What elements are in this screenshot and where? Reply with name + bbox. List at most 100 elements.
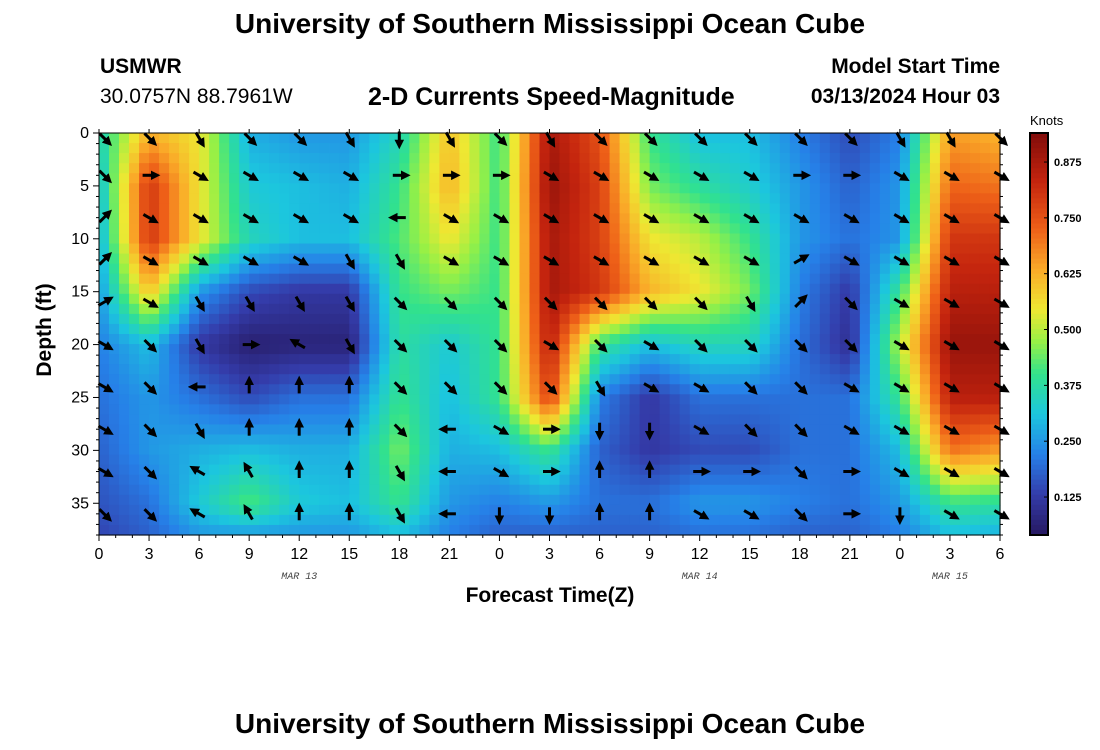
heatmap-cell bbox=[909, 394, 921, 405]
heatmap-cell bbox=[859, 303, 871, 315]
heatmap-cell bbox=[799, 313, 811, 325]
heatmap-cell bbox=[819, 344, 831, 355]
heatmap-cell bbox=[449, 163, 460, 174]
heatmap-cell bbox=[329, 524, 340, 536]
heatmap-cell bbox=[479, 183, 491, 194]
heatmap-cell bbox=[769, 434, 781, 446]
heatmap-cell bbox=[759, 173, 771, 184]
heatmap-cell bbox=[119, 504, 130, 516]
heatmap-cell bbox=[949, 193, 961, 204]
heatmap-cell bbox=[979, 444, 991, 456]
heatmap-cell bbox=[959, 454, 971, 466]
heatmap-cell bbox=[739, 344, 751, 355]
heatmap-cell bbox=[499, 474, 511, 486]
heatmap-cell bbox=[669, 504, 681, 516]
colorbar-segment bbox=[1030, 414, 1048, 421]
heatmap-cell bbox=[99, 524, 110, 536]
heatmap-cell bbox=[919, 153, 931, 164]
heatmap-cell bbox=[369, 203, 380, 214]
heatmap-cell bbox=[949, 313, 961, 325]
heatmap-cell bbox=[839, 243, 851, 255]
heatmap-cell bbox=[919, 263, 931, 275]
heatmap-cell bbox=[329, 334, 340, 345]
heatmap-cell bbox=[969, 434, 981, 446]
heatmap-cell bbox=[369, 283, 380, 295]
heatmap-cell bbox=[769, 374, 781, 385]
current-direction-arrow bbox=[643, 382, 660, 393]
heatmap-cell bbox=[309, 173, 320, 184]
heatmap-cell bbox=[489, 354, 501, 365]
heatmap-cell bbox=[669, 414, 681, 426]
heatmap-cell bbox=[539, 163, 551, 174]
heatmap-cell bbox=[179, 344, 190, 355]
heatmap-cell bbox=[449, 203, 460, 214]
heatmap-cell bbox=[759, 444, 771, 456]
colorbar-segment bbox=[1030, 303, 1048, 310]
heatmap-cell bbox=[619, 173, 631, 184]
current-direction-arrow bbox=[943, 213, 960, 224]
heatmap-cell bbox=[179, 293, 190, 305]
heatmap-cell bbox=[689, 193, 701, 204]
heatmap-cell bbox=[259, 133, 270, 144]
station-coordinates: 30.0757N 88.7961W bbox=[100, 85, 293, 108]
heatmap-cell bbox=[319, 514, 330, 526]
heatmap-cell bbox=[939, 183, 951, 194]
heatmap-cell bbox=[669, 133, 681, 144]
heatmap-cell bbox=[259, 434, 270, 446]
heatmap-cell bbox=[329, 203, 340, 214]
heatmap-cell bbox=[709, 323, 721, 335]
current-direction-arrow bbox=[493, 213, 510, 224]
heatmap-cell bbox=[929, 404, 941, 415]
heatmap-cell bbox=[419, 454, 430, 466]
heatmap-cell bbox=[269, 404, 280, 415]
heatmap-cell bbox=[809, 293, 821, 305]
heatmap-cell bbox=[799, 183, 811, 194]
heatmap-cell bbox=[969, 414, 981, 426]
heatmap-cell bbox=[309, 374, 320, 385]
heatmap-cell bbox=[319, 484, 330, 496]
heatmap-cell bbox=[299, 344, 310, 355]
current-direction-arrow bbox=[344, 131, 355, 148]
heatmap-cell bbox=[929, 364, 941, 375]
heatmap-cell bbox=[419, 364, 430, 375]
heatmap-cell bbox=[479, 283, 491, 295]
heatmap-cell bbox=[669, 243, 681, 255]
heatmap-cell bbox=[739, 424, 751, 436]
heatmap-cell bbox=[979, 404, 991, 415]
heatmap-cell bbox=[659, 504, 671, 516]
heatmap-cell bbox=[919, 394, 931, 405]
heatmap-cell bbox=[679, 293, 691, 305]
heatmap-cell bbox=[219, 143, 230, 154]
heatmap-cell bbox=[939, 354, 951, 365]
heatmap-cell bbox=[519, 243, 531, 255]
heatmap-cell bbox=[379, 374, 390, 385]
heatmap-cell bbox=[959, 364, 971, 375]
heatmap-cell bbox=[859, 133, 871, 144]
current-direction-arrow bbox=[593, 213, 610, 224]
heatmap-cell bbox=[539, 524, 551, 536]
heatmap-cell bbox=[799, 263, 811, 275]
heatmap-cell bbox=[899, 233, 911, 245]
heatmap-cell bbox=[309, 414, 320, 426]
current-direction-arrow bbox=[945, 131, 956, 148]
heatmap-cell bbox=[109, 514, 120, 526]
heatmap-cell bbox=[509, 354, 521, 365]
heatmap-cell bbox=[179, 474, 190, 486]
heatmap-cell bbox=[269, 444, 280, 456]
heatmap-cell bbox=[229, 404, 240, 415]
heatmap-cell bbox=[629, 203, 641, 214]
current-direction-arrow bbox=[943, 466, 960, 478]
heatmap-cell bbox=[769, 424, 781, 436]
heatmap-cell bbox=[169, 444, 180, 456]
heatmap-cell bbox=[369, 474, 380, 486]
heatmap-cell bbox=[759, 193, 771, 204]
heatmap-cell bbox=[459, 243, 471, 255]
heatmap-cell bbox=[99, 193, 110, 204]
heatmap-cell bbox=[569, 153, 581, 164]
current-direction-arrow bbox=[893, 340, 910, 351]
heatmap-cell bbox=[379, 243, 390, 255]
heatmap-cell bbox=[169, 464, 180, 476]
heatmap-cell bbox=[779, 384, 791, 395]
heatmap-cell bbox=[539, 434, 551, 446]
heatmap-cell bbox=[549, 243, 561, 255]
